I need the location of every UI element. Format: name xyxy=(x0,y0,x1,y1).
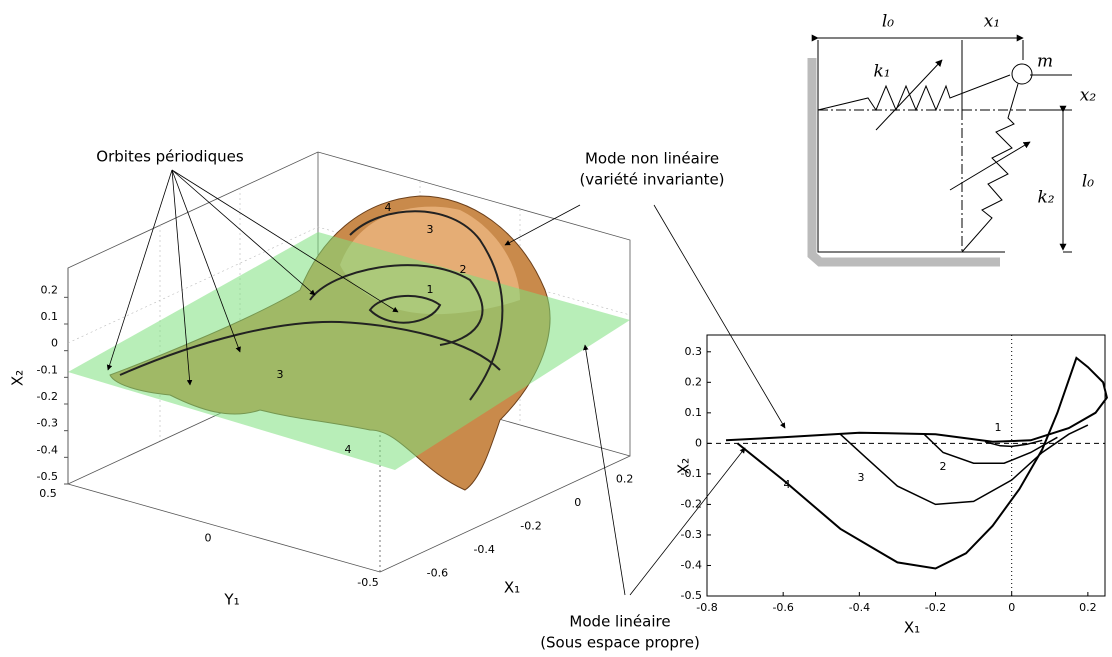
diagram-label: x₂ xyxy=(1080,86,1097,106)
orbit-line xyxy=(984,439,1043,448)
orbit-line xyxy=(923,433,1058,464)
z-tick-label: -0.5 xyxy=(37,470,58,483)
annotation: Orbites périodiques xyxy=(96,148,244,166)
y-tick-label: 0.2 xyxy=(685,375,703,388)
y-tick-label: 0.3 xyxy=(685,345,703,358)
y-tick-label: 0.5 xyxy=(39,487,57,500)
series-label: 4 xyxy=(784,478,791,491)
y-tick-label: -0.5 xyxy=(681,589,702,602)
x-tick-label: -0.4 xyxy=(473,543,494,556)
y-tick-label: -0.3 xyxy=(681,528,702,541)
diagram-label: l₀ xyxy=(882,12,894,32)
z-tick-label: -0.4 xyxy=(37,443,58,456)
axis-title: X₂ xyxy=(675,458,693,474)
y-tick-label: -0.4 xyxy=(681,558,702,571)
orbit-line xyxy=(725,356,1108,570)
z-tick-label: -0.3 xyxy=(37,417,58,430)
annotation: (variété invariante) xyxy=(579,171,724,189)
plot-frame xyxy=(706,334,1106,597)
x-tick-label: 0.2 xyxy=(616,473,634,486)
axis-title: Y₁ xyxy=(223,591,239,609)
orbit-3d xyxy=(119,210,504,401)
axis-title: X₁ xyxy=(504,579,520,597)
x-tick-label: -0.6 xyxy=(772,601,793,614)
x-tick-label: 0 xyxy=(574,496,581,509)
series-label: 2 xyxy=(940,460,947,473)
z-tick-label: 0.2 xyxy=(41,283,59,296)
curve-label: 4 xyxy=(385,201,392,214)
curve-label: 1 xyxy=(427,283,434,296)
y-tick-label: 0 xyxy=(695,436,702,449)
arrows xyxy=(106,169,786,596)
diagram-label: l₀ xyxy=(1082,172,1094,192)
y-tick-label: 0 xyxy=(205,532,212,545)
x-tick-label: -0.4 xyxy=(849,601,870,614)
curve-label: 2 xyxy=(460,263,467,276)
y-tick-label: -0.5 xyxy=(357,576,378,589)
x-tick-label: -0.6 xyxy=(427,566,448,579)
diagram-label: k₁ xyxy=(873,62,890,82)
series-label: 3 xyxy=(858,471,865,484)
x-tick-label: -0.8 xyxy=(696,601,717,614)
orbit-line xyxy=(839,424,1089,506)
x-tick-label: -0.2 xyxy=(520,520,541,533)
curve-label: 4 xyxy=(345,443,352,456)
axis-title: X₂ xyxy=(9,370,27,386)
x-tick-label: 0.2 xyxy=(1079,601,1097,614)
z-tick-label: 0 xyxy=(51,337,58,350)
linear-plane xyxy=(68,232,630,470)
x-tick-label: 0 xyxy=(1008,601,1015,614)
y-tick-label: 0.1 xyxy=(685,406,703,419)
z-tick-label: -0.2 xyxy=(37,390,58,403)
curve-label: 3 xyxy=(427,223,434,236)
x-tick-label: -0.2 xyxy=(925,601,946,614)
curve-label: 3 xyxy=(277,368,284,381)
axis-title: X₁ xyxy=(904,619,920,637)
diagram-label: m xyxy=(1037,52,1053,72)
z-tick-label: -0.1 xyxy=(37,363,58,376)
mass-spring-diagram xyxy=(807,38,1072,267)
z-tick-label: 0.1 xyxy=(41,310,59,323)
y-tick-label: -0.2 xyxy=(681,497,702,510)
annotation: Mode linéaire xyxy=(569,613,670,631)
diagram-label: k₂ xyxy=(1037,188,1054,208)
diagram-label: x₁ xyxy=(984,12,1000,32)
series-label: 1 xyxy=(995,421,1002,434)
annotation: (Sous espace propre) xyxy=(540,634,700,652)
annotation: Mode non linéaire xyxy=(585,150,719,168)
y-tick-label: -0.1 xyxy=(681,467,702,480)
